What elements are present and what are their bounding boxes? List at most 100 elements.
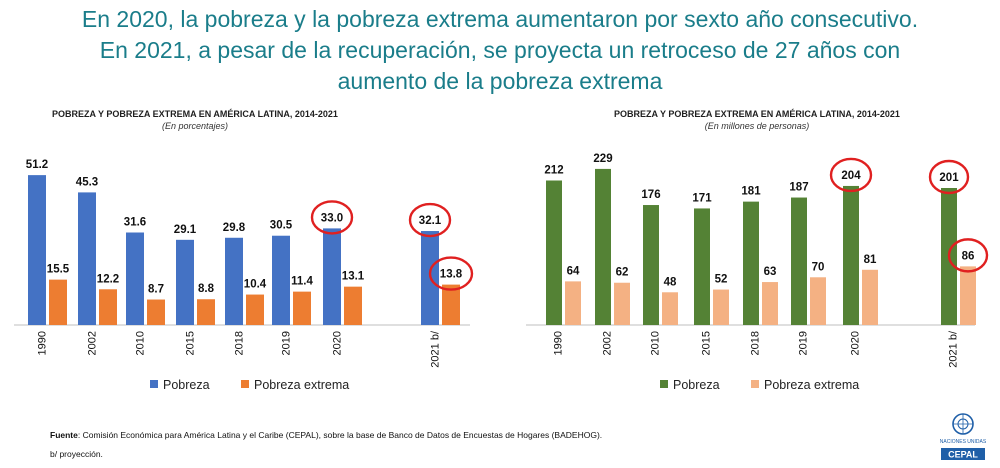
chart-title: POBREZA Y POBREZA EXTREMA EN AMÉRICA LAT… [614, 109, 900, 119]
bar-pobreza [126, 232, 144, 325]
legend-label: Pobreza extrema [254, 378, 349, 392]
highlight-circle [310, 200, 354, 235]
data-label: 86 [962, 250, 975, 262]
x-tick-label: 2010 [135, 331, 147, 355]
data-label: 13.1 [342, 271, 365, 283]
data-label: 29.1 [174, 224, 197, 236]
bar-pobreza-extrema [442, 284, 460, 325]
bar-pobreza [843, 185, 859, 325]
x-tick-label: 2010 [650, 331, 662, 355]
footer-note: b/ proyección. [50, 449, 103, 459]
x-tick-label: 2018 [234, 331, 246, 355]
x-tick-label: 2002 [602, 331, 614, 355]
data-label: 31.6 [124, 216, 146, 228]
headline-line-1: En 2020, la pobreza y la pobreza extrema… [81, 6, 919, 32]
bar-pobreza [28, 175, 46, 325]
data-label: 52 [715, 274, 728, 286]
x-tick-label: 2019 [798, 331, 810, 355]
x-tick-label: 1990 [37, 331, 49, 355]
data-label: 229 [593, 153, 612, 165]
data-label: 48 [664, 276, 677, 288]
x-tick-label: 2021 b/ [948, 330, 960, 368]
x-tick-label: 2020 [332, 331, 344, 355]
x-tick-label: 1990 [553, 331, 565, 355]
bar-pobreza-extrema [762, 282, 778, 325]
bar-pobreza [323, 228, 341, 325]
data-label: 8.8 [198, 283, 215, 295]
highlight-circle [428, 256, 474, 291]
data-label: 181 [741, 186, 761, 198]
legend-swatch [751, 380, 759, 388]
footer-source: Fuente: Comisión Económica para América … [50, 430, 602, 440]
logo-text: CEPAL [948, 450, 978, 460]
bar-pobreza [225, 237, 243, 325]
bar-pobreza [694, 208, 710, 325]
bar-pobreza [643, 205, 659, 325]
bar-pobreza [595, 168, 611, 325]
bar-pobreza-extrema [662, 292, 678, 325]
bar-pobreza-extrema [246, 294, 264, 325]
chart-1: POBREZA Y POBREZA EXTREMA EN AMÉRICA LAT… [14, 109, 474, 392]
bar-pobreza-extrema [614, 282, 630, 325]
data-label: 45.3 [76, 176, 98, 188]
bar-pobreza-extrema [293, 291, 311, 325]
x-tick-label: 2019 [281, 331, 293, 355]
bar-pobreza-extrema [197, 299, 215, 325]
bar-pobreza-extrema [344, 286, 362, 325]
legend-label: Pobreza extrema [764, 378, 859, 392]
data-label: 176 [641, 189, 660, 201]
footer-source-label: Fuente [50, 430, 78, 440]
x-tick-label: 2002 [87, 331, 99, 355]
highlight-circle [947, 238, 989, 273]
data-label: 187 [789, 182, 808, 194]
bar-pobreza-extrema [147, 299, 165, 325]
data-label: 204 [841, 170, 861, 182]
data-label: 81 [864, 254, 877, 266]
x-tick-label: 2018 [750, 331, 762, 355]
data-label: 62 [616, 267, 629, 279]
bar-pobreza-extrema [99, 289, 117, 325]
bar-pobreza-extrema [862, 269, 878, 325]
headline-line-3: aumento de la pobreza extrema [337, 68, 663, 94]
data-label: 171 [692, 192, 712, 204]
headline: En 2020, la pobreza y la pobreza extrema… [0, 4, 1000, 97]
data-label: 51.2 [26, 159, 48, 171]
bar-pobreza [176, 239, 194, 325]
bar-pobreza [272, 235, 290, 325]
data-label: 201 [939, 172, 959, 184]
legend-swatch [150, 380, 158, 388]
data-label: 12.2 [97, 273, 119, 285]
highlight-circle [408, 202, 452, 238]
bar-pobreza-extrema [960, 266, 976, 325]
bar-pobreza [791, 197, 807, 325]
chart-subtitle: (En millones de personas) [705, 121, 810, 131]
data-label: 10.4 [244, 279, 267, 291]
bar-pobreza [78, 192, 96, 325]
headline-line-2: En 2021, a pesar de la recuperación, se … [99, 37, 901, 63]
bar-pobreza [743, 201, 759, 325]
data-label: 30.5 [270, 220, 293, 232]
legend-label: Pobreza [673, 378, 720, 392]
legend-swatch [660, 380, 668, 388]
bar-pobreza-extrema [713, 289, 729, 325]
un-emblem-icon [952, 413, 974, 435]
footer-source-text: : Comisión Económica para América Latina… [77, 430, 603, 440]
bar-pobreza-extrema [810, 277, 826, 325]
chart-title: POBREZA Y POBREZA EXTREMA EN AMÉRICA LAT… [52, 109, 338, 119]
data-label: 13.8 [440, 269, 463, 281]
chart-subtitle: (En porcentajes) [162, 121, 228, 131]
x-tick-label: 2020 [850, 331, 862, 355]
data-label: 64 [567, 265, 580, 277]
legend-label: Pobreza [163, 378, 210, 392]
logo-band [941, 448, 985, 460]
data-label: 15.5 [47, 264, 70, 276]
legend-swatch [241, 380, 249, 388]
highlight-circle [928, 159, 970, 195]
x-tick-label: 2015 [701, 331, 713, 355]
x-tick-label: 2015 [185, 331, 197, 355]
cepal-logo: NACIONES UNIDAS CEPAL [940, 413, 987, 460]
data-label: 33.0 [321, 212, 343, 224]
data-label: 8.7 [148, 284, 164, 296]
bar-pobreza [546, 180, 562, 325]
